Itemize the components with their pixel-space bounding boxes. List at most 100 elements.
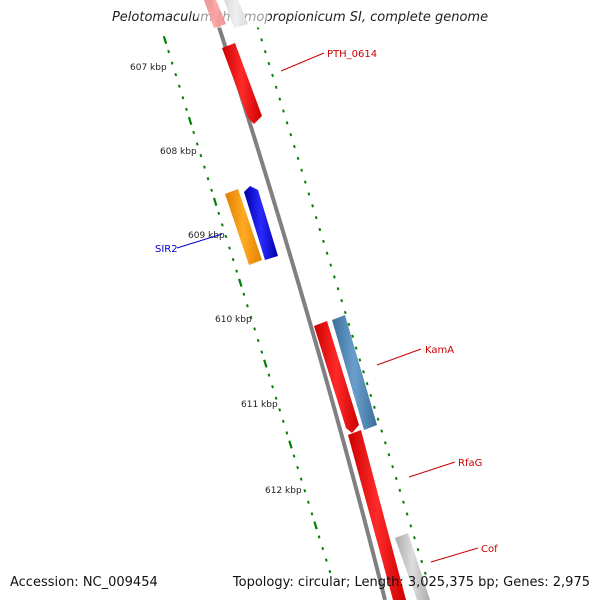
- gene-sir2[interactable]: [244, 186, 278, 260]
- outer-ring-dot: [405, 512, 409, 516]
- ruler-tick: [192, 130, 196, 135]
- outer-ring-dot: [282, 109, 285, 113]
- outer-ring-dot: [329, 263, 333, 267]
- ruler-tick: [256, 338, 260, 343]
- outer-ring-dot: [383, 441, 387, 445]
- outer-ring-dot: [358, 358, 362, 362]
- outer-ring-dot: [278, 97, 282, 101]
- genome-summary-text: Topology: circular; Length: 3,025,375 bp…: [232, 575, 590, 590]
- ruler-tick: [170, 61, 174, 65]
- outer-ring-dot: [343, 310, 347, 315]
- gene-label-pth-0614[interactable]: PTH_0614: [327, 49, 377, 60]
- ruler-label-609: 609 kbp: [188, 231, 225, 241]
- gene-rfag[interactable]: [348, 430, 406, 600]
- outer-ring-dot: [333, 275, 336, 279]
- outer-ring-dot: [296, 156, 300, 161]
- outer-ring-dot: [263, 50, 267, 54]
- ruler-label-612: 612 kbp: [265, 486, 302, 496]
- outer-ring-dot: [351, 334, 354, 338]
- ruler-label-610: 610 kbp: [215, 315, 252, 325]
- ruler-tick: [228, 246, 231, 250]
- leader-pth-0614: [280, 52, 325, 72]
- leader-kama: [376, 348, 422, 366]
- ruler-tick: [296, 465, 299, 470]
- outer-ring-dot: [398, 488, 402, 492]
- gene-cof[interactable]: [395, 533, 430, 600]
- ruler-tick: [307, 500, 310, 504]
- outer-ring-dot: [285, 121, 289, 125]
- ruler-tick: [203, 165, 206, 169]
- outer-ring-dot: [260, 38, 264, 42]
- ruler-tick: [288, 440, 293, 449]
- gene-label-rfag[interactable]: RfaG: [458, 458, 482, 469]
- outer-ring-dot: [394, 476, 398, 481]
- outer-ring-dot: [322, 239, 325, 244]
- outer-ring-dot: [387, 453, 391, 457]
- leader-rfag: [408, 461, 456, 478]
- ruler-tick: [235, 269, 239, 273]
- ruler-tick: [249, 315, 253, 319]
- outer-ring-dot: [300, 168, 304, 172]
- outer-ring-dot: [340, 299, 344, 303]
- accession-text: Accession: NC_009454: [10, 575, 158, 590]
- ruler-tick: [162, 35, 168, 45]
- ruler-label-607: 607 kbp: [130, 63, 167, 73]
- ruler-tick: [181, 96, 185, 100]
- ruler-tick: [278, 408, 282, 412]
- ruler-tick: [267, 373, 271, 377]
- outer-ring-dot: [420, 559, 424, 564]
- outer-ring-dot: [347, 322, 351, 326]
- ruler-tick: [321, 546, 325, 551]
- ruler-tick: [310, 512, 314, 516]
- outer-ring-dot: [307, 192, 311, 196]
- gene-label-cof[interactable]: Cof: [481, 544, 498, 555]
- outer-ring-dot: [376, 417, 380, 421]
- ruler-tick: [285, 431, 289, 435]
- ruler-tick: [220, 223, 224, 227]
- ruler-tick: [167, 49, 170, 54]
- gene-red-kama-left[interactable]: [314, 321, 359, 433]
- gene-label-sir2[interactable]: SIR2: [155, 244, 178, 255]
- ruler-tick: [317, 535, 321, 539]
- leader-sir2: [176, 233, 223, 249]
- ruler-tick: [185, 107, 188, 111]
- ruler-tick: [195, 142, 199, 146]
- outer-ring-dots: [256, 26, 427, 575]
- gene-kama[interactable]: [332, 315, 377, 430]
- outer-ring-dot: [274, 85, 278, 89]
- ruler-tick: [217, 211, 221, 215]
- ruler-tick: [246, 304, 249, 308]
- outer-ring-dot: [413, 536, 416, 540]
- ruler-tick: [199, 153, 203, 158]
- gene-pth-0614[interactable]: [222, 43, 262, 124]
- gene-orange[interactable]: [225, 189, 262, 265]
- outer-ring-dot: [325, 251, 329, 255]
- top-fade: [198, 0, 268, 28]
- gene-label-kama[interactable]: KamA: [425, 345, 454, 356]
- outer-ring-dot: [289, 133, 293, 137]
- ruler-tick: [238, 278, 243, 287]
- outer-ring-dot: [369, 393, 373, 398]
- ruler-tick: [271, 385, 274, 389]
- outer-ring-dot: [423, 571, 427, 575]
- ruler-tick: [274, 396, 278, 400]
- outer-ring-dot: [354, 346, 358, 350]
- outer-ring-dot: [362, 370, 365, 374]
- ruler-tick: [253, 327, 256, 331]
- outer-ring-dot: [267, 61, 271, 66]
- ruler-tick: [292, 454, 296, 458]
- outer-ring-dot: [373, 405, 376, 409]
- ruler-tick: [263, 359, 268, 368]
- ruler-tick: [313, 521, 318, 530]
- ruler-label-611: 611 kbp: [241, 400, 278, 410]
- outer-ring-dot: [336, 287, 340, 291]
- ruler-tick: [260, 350, 264, 354]
- ruler-tick: [206, 177, 210, 181]
- ruler-dots: [162, 35, 332, 574]
- ruler-tick: [328, 569, 332, 574]
- outer-ring-dot: [416, 547, 420, 552]
- ruler-tick: [231, 257, 235, 262]
- ruler-tick: [324, 558, 328, 562]
- outer-ring-dot: [391, 464, 394, 469]
